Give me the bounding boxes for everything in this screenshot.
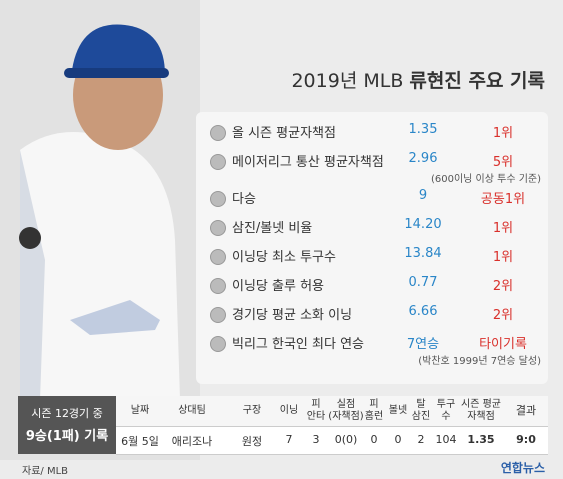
record-value: 14.20 bbox=[404, 217, 442, 232]
table-header: 실점 bbox=[336, 399, 356, 410]
row-icon bbox=[210, 125, 226, 141]
row-icon bbox=[210, 278, 226, 294]
table-row-bg bbox=[116, 427, 548, 455]
record-label: 올 시즌 평균자책점 bbox=[232, 126, 336, 141]
table-header: 구장 bbox=[242, 405, 262, 416]
record-note: (박찬호 1999년 7연승 달성) bbox=[418, 356, 541, 367]
summary-box bbox=[18, 396, 116, 454]
table-header: 이닝 bbox=[279, 405, 299, 416]
record-value: 6.66 bbox=[408, 304, 438, 319]
table-header: 피 bbox=[369, 399, 379, 410]
table-header: 자책점 bbox=[467, 411, 495, 422]
row-icon bbox=[210, 220, 226, 236]
table-cell: 원정 bbox=[241, 435, 263, 448]
table-cell: 7 bbox=[285, 433, 293, 446]
record-note: (600이닝 이상 투수 기준) bbox=[430, 174, 541, 185]
table-header: 삼진 bbox=[411, 411, 431, 422]
record-label: 다승 bbox=[232, 192, 256, 207]
summary-line2: 9승(1패) 기록 bbox=[25, 429, 109, 444]
record-value: 7연승 bbox=[406, 337, 440, 352]
summary-line1: 시즌 12경기 중 bbox=[31, 407, 103, 420]
record-label: 이닝당 출루 허용 bbox=[232, 279, 324, 294]
record-rank: 2위 bbox=[492, 279, 514, 294]
record-rank: 2위 bbox=[492, 308, 514, 323]
record-value: 1.35 bbox=[408, 122, 438, 137]
record-rank: 1위 bbox=[492, 221, 514, 236]
table-cell: 2 bbox=[417, 433, 425, 446]
record-rank: 5위 bbox=[492, 155, 514, 170]
row-icon bbox=[210, 307, 226, 323]
record-label: 메이저리그 통산 평균자책점 bbox=[232, 155, 384, 170]
table-header: 탈 bbox=[416, 399, 426, 410]
table-cell: 1.35 bbox=[467, 433, 495, 446]
title: 2019년 MLB 류현진 주요 기록 bbox=[291, 70, 545, 92]
record-value: 0.77 bbox=[408, 275, 438, 290]
source: 자료/ MLB bbox=[22, 466, 69, 477]
record-label: 경기당 평균 소화 이닝 bbox=[232, 308, 353, 323]
record-label: 삼진/볼넷 비율 bbox=[232, 221, 313, 236]
record-label: 이닝당 최소 투구수 bbox=[232, 250, 336, 265]
row-icon bbox=[210, 336, 226, 352]
table-header: 수 bbox=[441, 411, 451, 422]
table-header: 날짜 bbox=[130, 405, 150, 416]
row-icon bbox=[210, 191, 226, 207]
table-cell: 0(0) bbox=[334, 433, 358, 446]
table-header: 시즌 평균 bbox=[461, 399, 501, 410]
table-cell: 9:0 bbox=[516, 433, 536, 446]
table-cell: 0 bbox=[394, 433, 402, 446]
table-header: 피 bbox=[311, 399, 321, 410]
table-header: 결과 bbox=[515, 404, 537, 417]
table-cell: 0 bbox=[370, 433, 378, 446]
table-cell: 6월 5일 bbox=[121, 435, 159, 448]
table-header: 투구 bbox=[436, 399, 456, 410]
table-header: (자책점) bbox=[328, 411, 364, 422]
record-rank: 공동1위 bbox=[480, 192, 526, 207]
record-label: 빅리그 한국인 최다 연승 bbox=[232, 337, 364, 352]
table-cell: 104 bbox=[435, 433, 457, 446]
record-rank: 1위 bbox=[492, 126, 514, 141]
table-header: 볼넷 bbox=[388, 405, 408, 416]
record-value: 9 bbox=[418, 188, 428, 203]
record-rank: 타이기록 bbox=[479, 337, 527, 352]
table-cell: 애리조나 bbox=[171, 435, 213, 448]
row-icon bbox=[210, 249, 226, 265]
record-rank: 1위 bbox=[492, 250, 514, 265]
row-icon bbox=[210, 154, 226, 170]
player-photo bbox=[0, 0, 200, 460]
table-cell: 3 bbox=[312, 433, 320, 446]
logo: 연합뉴스 bbox=[500, 461, 545, 475]
table-header: 홈런 bbox=[364, 411, 384, 422]
table-header: 안타 bbox=[306, 411, 326, 422]
records-panel bbox=[196, 112, 548, 384]
record-value: 13.84 bbox=[404, 246, 442, 261]
record-value: 2.96 bbox=[408, 151, 438, 166]
table-header-bg bbox=[116, 396, 548, 427]
table-header: 상대팀 bbox=[178, 405, 206, 416]
